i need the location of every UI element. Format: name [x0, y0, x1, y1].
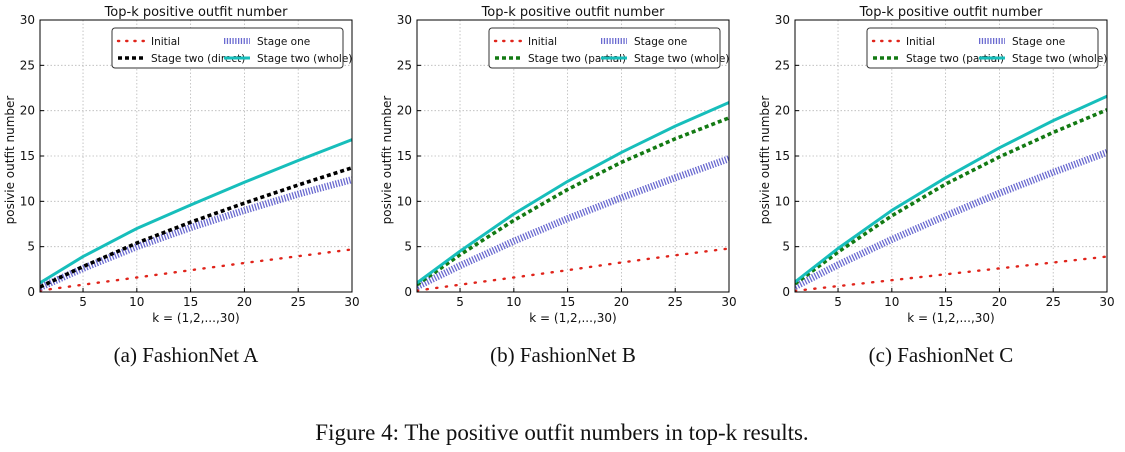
y-tick-label: 0: [782, 285, 790, 299]
legend-box: [111, 27, 344, 69]
legend-label: Initial: [151, 36, 180, 48]
y-tick-label: 30: [775, 13, 790, 27]
chart-panel-1: 5 10 15 20 25 30 0 5 10 15 20 25 30 Top-k positive ou…: [3, 5, 360, 367]
chart-panels: 5 10 15 20 25 30 0 5 10 15 20 25 30 Top-k positive ou…: [3, 5, 1115, 367]
x-axis-label: k = (1,2,...,30): [529, 311, 616, 325]
y-tick-label: 15: [775, 149, 790, 163]
x-tick-label: 20: [992, 295, 1007, 309]
x-tick-label: 15: [938, 295, 953, 309]
chart-panel-2: 5 10 15 20 25 30 0 5 10 15 20 25 30 Top-k positive ou…: [380, 5, 737, 367]
series-group: [417, 101, 729, 292]
y-tick-label: 0: [404, 285, 412, 299]
subcaption: (b) FashionNet B: [490, 343, 636, 367]
y-tick-label: 10: [20, 194, 35, 208]
x-tick-label: 20: [237, 295, 252, 309]
legend-label: Stage two (whole): [1012, 53, 1107, 65]
series-line-stage-two-partial: [417, 116, 729, 287]
x-tick-label: 15: [560, 295, 575, 309]
x-tick-label: 30: [1099, 295, 1114, 309]
y-tick-label: 20: [20, 104, 35, 118]
series-line-initial: [417, 247, 729, 292]
legend-label: Stage one: [257, 36, 310, 48]
x-tick-label: 25: [291, 295, 306, 309]
series-line-stage-one: [40, 176, 352, 291]
legend-label: Stage two (whole): [634, 53, 729, 65]
legend-box: [488, 27, 721, 69]
legend-label: Stage one: [1012, 36, 1065, 48]
y-tick-label: 30: [397, 13, 412, 27]
legend: Initial Stage one Stage two (partial) Stage…: [866, 27, 1107, 69]
x-tick-label: 5: [79, 295, 87, 309]
chart-title: Top-k positive outfit number: [481, 5, 666, 20]
series-group: [40, 138, 352, 292]
y-tick-label: 25: [20, 58, 35, 72]
y-tick-label: 10: [397, 194, 412, 208]
x-tick-label: 25: [1046, 295, 1061, 309]
legend-label: Initial: [528, 36, 557, 48]
x-tick-label: 10: [129, 295, 144, 309]
y-tick-label: 25: [397, 58, 412, 72]
y-tick-label: 15: [20, 149, 35, 163]
legend-label: Initial: [906, 36, 935, 48]
y-tick-label: 15: [397, 149, 412, 163]
chart-title: Top-k positive outfit number: [859, 5, 1044, 20]
y-axis-label: posivie outfit number: [758, 96, 772, 225]
series-line-stage-two-whole: [40, 138, 352, 285]
legend-label: Stage two (partial): [906, 53, 1004, 65]
subcaption: (a) FashionNet A: [114, 343, 259, 367]
chart-title: Top-k positive outfit number: [104, 5, 289, 20]
series-line-stage-one: [417, 155, 729, 290]
y-tick-label: 5: [27, 240, 35, 254]
x-tick-label: 25: [668, 295, 683, 309]
x-tick-label: 10: [506, 295, 521, 309]
chart-panel-3: 5 10 15 20 25 30 0 5 10 15 20 25 30 Top-k positive ou…: [758, 5, 1115, 367]
series-line-initial: [795, 255, 1107, 292]
y-tick-label: 5: [782, 240, 790, 254]
x-tick-label: 5: [834, 295, 842, 309]
series-line-stage-two-direct: [40, 166, 352, 289]
x-axis-label: k = (1,2,...,30): [907, 311, 994, 325]
y-axis-label: posivie outfit number: [3, 96, 17, 225]
x-tick-label: 10: [884, 295, 899, 309]
series-line-stage-two-whole: [795, 94, 1107, 284]
y-tick-label: 25: [775, 58, 790, 72]
legend-label: Stage two (partial): [528, 53, 626, 65]
x-tick-label: 15: [183, 295, 198, 309]
legend: Initial Stage one Stage two (direct) Stage …: [111, 27, 352, 69]
figure-caption: Figure 4: The positive outfit numbers in…: [315, 420, 808, 445]
x-tick-label: 20: [614, 295, 629, 309]
legend-box: [866, 27, 1099, 69]
y-tick-label: 30: [20, 13, 35, 27]
series-line-stage-two-whole: [417, 101, 729, 285]
y-tick-label: 10: [775, 194, 790, 208]
legend: Initial Stage one Stage two (partial) Stage…: [488, 27, 729, 69]
legend-label: Stage two (direct): [151, 53, 245, 65]
x-tick-label: 30: [344, 295, 359, 309]
x-tick-label: 30: [721, 295, 736, 309]
x-axis-label: k = (1,2,...,30): [152, 311, 239, 325]
y-tick-label: 20: [397, 104, 412, 118]
x-tick-label: 5: [456, 295, 464, 309]
series-group: [795, 94, 1107, 292]
legend-label: Stage two (whole): [257, 53, 352, 65]
y-tick-label: 20: [775, 104, 790, 118]
subcaption: (c) FashionNet C: [869, 343, 1014, 367]
series-line-stage-two-partial: [795, 108, 1107, 286]
y-tick-label: 0: [27, 285, 35, 299]
y-tick-label: 5: [404, 240, 412, 254]
y-axis-label: posivie outfit number: [380, 96, 394, 225]
legend-label: Stage one: [634, 36, 687, 48]
series-line-stage-one: [795, 149, 1107, 290]
